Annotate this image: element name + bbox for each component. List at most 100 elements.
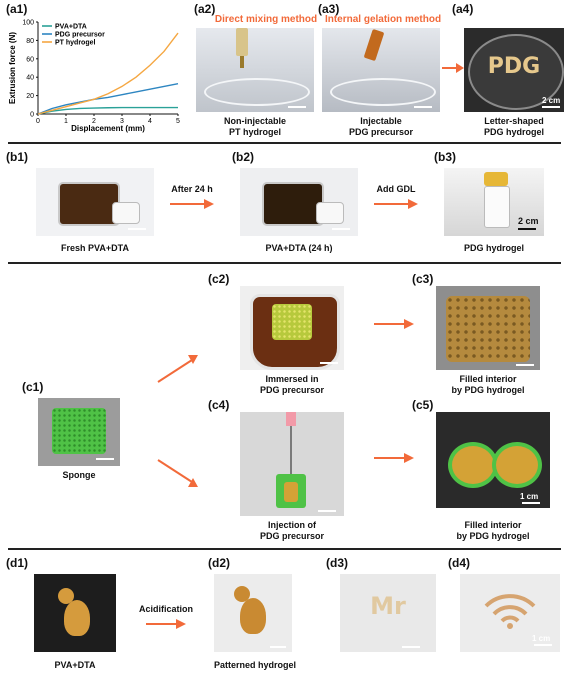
scale-bar-c2 [320,362,338,364]
photo-d1-mouse-mold [34,574,116,652]
caption-c2-line1: Immersed in [265,374,319,384]
arrow-c2-to-c3 [374,319,414,329]
acidification-label: Acidification [138,604,193,614]
mouse-body-graphic [240,598,266,634]
separator-b-c [8,262,561,264]
scale-bar-a2 [288,106,306,108]
pdg-letters: PDG [487,54,541,79]
vial-cap-graphic [112,202,140,224]
scale-label-d4: 1 cm [532,634,551,643]
x-tick-label: 0 [36,118,40,125]
caption-a3-line1: Injectable [360,116,402,126]
series-line-1 [37,82,179,115]
scale-bar-a4 [542,106,560,108]
scale-bar-b2 [332,228,350,230]
caption-c3: Filled interior by PDG hydrogel [436,374,540,396]
scale-bar-b1 [128,228,146,230]
caption-a2-line1: Non-injectable [223,116,286,126]
filled-sponge-graphic [446,296,530,362]
series-line-2 [37,32,179,115]
arrow-c1-to-c2 [157,355,198,383]
x-tick-label: 1 [64,118,68,125]
scale-bar-c1 [96,458,114,460]
panel-label-a3: (a3) [318,2,340,16]
caption-b3: PDG hydrogel [463,243,524,253]
x-axis-label: Displacement (mm) [71,124,145,133]
separator-c-d [8,548,561,550]
arrow-d1-to-d2 [146,619,186,629]
photo-b2-vial-24h [240,168,358,236]
photo-c5-cut-sponge: 1 cm [436,412,550,508]
scale-bar-b3 [518,228,536,230]
panel-label-d2: (d2) [208,556,230,570]
panel-label-d4: (d4) [448,556,470,570]
panel-label-c4: (c4) [208,398,230,412]
needle-hub-graphic [286,412,296,426]
photo-c2-immersed-sponge [240,286,344,370]
y-tick-label: 60 [26,56,34,63]
panel-label-b3: (b3) [434,150,456,164]
panel-label-a2: (a2) [194,2,216,16]
photo-a2-petri-dish-direct [196,28,314,112]
mouse-ear-graphic [58,588,74,604]
panel-label-a4: (a4) [452,2,474,16]
scale-bar-c3 [516,364,534,366]
caption-a4-line2: PDG hydrogel [483,127,544,137]
wifi-icon [484,594,536,629]
scale-bar-d3 [402,646,420,648]
injected-gel-graphic [284,482,298,502]
caption-d1: PVA+DTA [54,660,96,670]
chart-ticks: 0 1 2 3 4 5 0 20 40 60 80 100 [22,20,180,126]
panel-label-d1: (d1) [6,556,28,570]
photo-a3-petri-dish-internal [322,28,440,112]
caption-c5: Filled interior by PDG hydrogel [436,520,550,542]
legend-entry: PDG precursor [55,32,105,39]
arrow-b1-to-b2 [170,199,214,209]
mouse-body-graphic [64,600,90,636]
vial-cap-graphic [484,172,508,186]
add-gdl-label: Add GDL [376,184,416,194]
needle-graphic [290,426,292,474]
series-line-0 [37,106,178,115]
scale-bar-a3 [414,106,432,108]
x-tick-label: 3 [120,118,124,125]
x-tick-label: 5 [176,118,180,125]
caption-c4-line1: Injection of [268,520,316,530]
arrow-a3-to-a4 [442,63,464,73]
panel-label-c3: (c3) [412,272,434,286]
vial-graphic [58,182,120,226]
caption-a3-line2: PDG precursor [348,127,414,137]
sponge-graphic [52,408,106,454]
chart-axes [37,22,178,115]
internal-gelation-method-label: Internal gelation method [324,14,442,25]
caption-a3: Injectable PDG precursor [322,116,440,138]
photo-c4-injection [240,412,344,516]
separator-a-b [8,142,561,144]
petri-dish-graphic [204,78,310,106]
mr-letters: Mr [370,592,406,620]
photo-d4-wifi-pattern: 1 cm [460,574,560,652]
photo-c3-filled-sponge [436,286,540,370]
legend-entry: PVA+DTA [55,24,87,31]
caption-a2-line2: PT hydrogel [228,127,281,137]
arrow-c4-to-c5 [374,453,414,463]
legend-entry: PT hydrogel [55,40,96,47]
x-tick-label: 4 [148,118,152,125]
scale-label-a4: 2 cm [542,96,561,105]
y-axis-label: Extrusion force (N) [8,32,17,104]
panel-label-b2: (b2) [232,150,254,164]
syringe-graphic [236,28,248,56]
sponge-half-left-graphic [448,442,498,488]
petri-dish-graphic [468,34,564,110]
y-tick-label: 0 [30,112,34,119]
sponge-half-right-graphic [492,442,542,488]
photo-d3-mr-letters: Mr [340,574,436,652]
scale-bar-c5 [522,502,540,504]
scale-label-b3: 2 cm [518,216,539,226]
x-tick-label: 2 [92,118,96,125]
caption-c4: Injection of PDG precursor [240,520,344,542]
caption-a2: Non-injectable PT hydrogel [196,116,314,138]
photo-d2-patterned-hydrogel [214,574,292,652]
